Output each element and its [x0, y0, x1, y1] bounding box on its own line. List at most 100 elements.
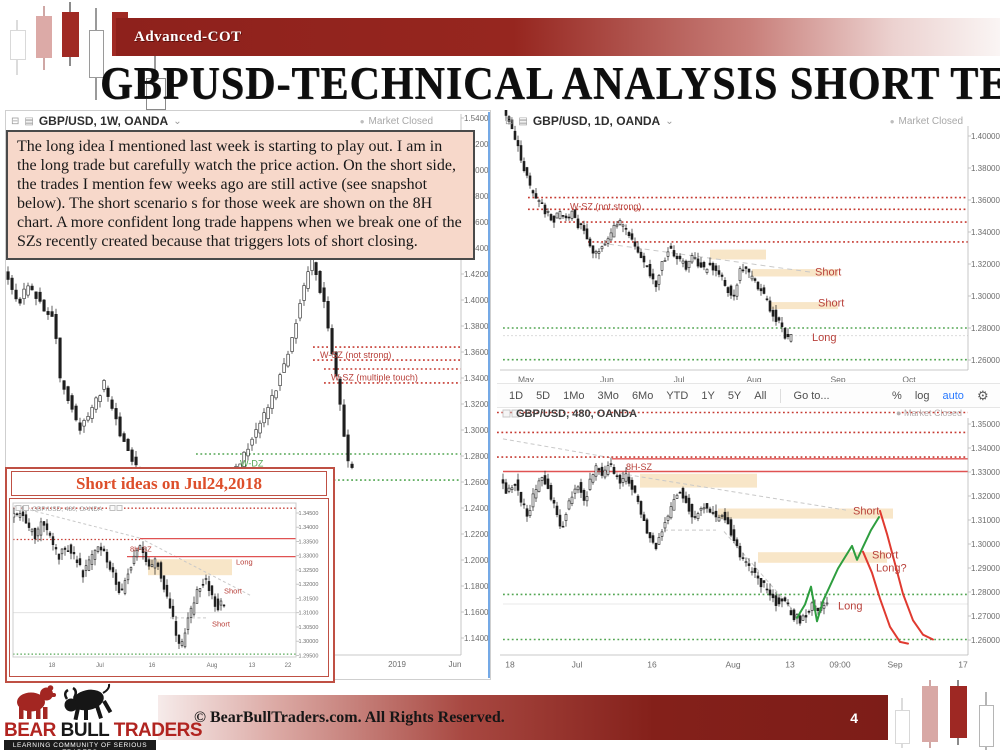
svg-text:1.32500: 1.32500: [299, 568, 319, 574]
header-bar: Advanced-COT: [116, 18, 1000, 56]
svg-text:1.32000: 1.32000: [299, 582, 319, 588]
chart-style-icon[interactable]: ▤: [518, 115, 528, 127]
svg-text:1.26000: 1.26000: [971, 636, 1000, 645]
svg-text:1.1800: 1.1800: [464, 582, 489, 591]
svg-text:1.2600: 1.2600: [464, 478, 489, 487]
svg-text:1.4800: 1.4800: [464, 192, 489, 201]
analysis-note-box: The long idea I mentioned last week is s…: [6, 130, 475, 260]
svg-text:Jul: Jul: [674, 375, 685, 383]
page-title: GBPUSD-TECHNICAL ANALYSIS SHORT TERM: [100, 58, 1000, 110]
svg-text:1.40000: 1.40000: [971, 132, 1000, 141]
svg-text:1.3000: 1.3000: [464, 426, 489, 435]
svg-text:1.2800: 1.2800: [464, 452, 489, 461]
svg-text:1.28000: 1.28000: [971, 324, 1000, 333]
panel-divider: [488, 112, 490, 678]
svg-text:09:00: 09:00: [829, 660, 851, 670]
tb-range-5y[interactable]: 5Y: [727, 389, 742, 402]
status-dot-icon: ●: [889, 117, 895, 126]
symbol-label[interactable]: GBP/USD, 1W, OANDA: [38, 114, 169, 128]
svg-text:1.30000: 1.30000: [971, 540, 1000, 549]
tb-range-6mo[interactable]: 6Mo: [631, 389, 654, 402]
svg-text:1.33000: 1.33000: [299, 554, 319, 560]
svg-text:1.3400: 1.3400: [464, 374, 489, 383]
deco-candle: [922, 686, 938, 742]
svg-text:1.5400: 1.5400: [464, 114, 489, 123]
svg-text:1.34000: 1.34000: [299, 525, 319, 531]
svg-text:1.31000: 1.31000: [971, 516, 1000, 525]
svg-text:1.2400: 1.2400: [464, 504, 489, 513]
svg-text:Aug: Aug: [725, 660, 740, 670]
daily-chart-canvas[interactable]: 1.40000 1.38000 1.36000 1.34000 1.32000 1.300…: [497, 110, 1000, 382]
svg-text:1.35000: 1.35000: [971, 420, 1000, 429]
tb-range-1mo[interactable]: 1Mo: [563, 389, 585, 402]
snapshot-chart-frame: [9, 498, 329, 677]
tb-range-1d[interactable]: 1D: [509, 389, 524, 402]
gear-icon[interactable]: ⚙: [976, 387, 989, 403]
svg-text:Long: Long: [236, 557, 253, 566]
svg-text:16: 16: [647, 660, 657, 670]
deco-candle: [146, 78, 166, 110]
deco-candle: [62, 12, 79, 57]
svg-text:1.34000: 1.34000: [971, 228, 1000, 237]
chevron-down-icon[interactable]: ⌄: [665, 115, 674, 127]
svg-text:Aug: Aug: [207, 663, 218, 669]
svg-text:1.2000: 1.2000: [464, 556, 489, 565]
collapse-icon[interactable]: ⊟: [505, 115, 514, 127]
svg-text:1.29000: 1.29000: [971, 564, 1000, 573]
svg-text:17: 17: [958, 660, 968, 670]
tb-log[interactable]: log: [914, 389, 930, 402]
svg-text:1.2200: 1.2200: [464, 530, 489, 539]
svg-text:1.34000: 1.34000: [971, 444, 1000, 453]
tb-range-all[interactable]: All: [754, 389, 767, 402]
svg-text:1.30000: 1.30000: [971, 292, 1000, 301]
tb-range-5d[interactable]: 5D: [536, 389, 551, 402]
svg-text:● Market Closed: ● Market Closed: [896, 408, 962, 418]
svg-text:2019: 2019: [388, 660, 406, 669]
brand-tagline: LEARNING COMMUNITY OF SERIOUS TRADERS: [4, 740, 156, 750]
svg-text:Short: Short: [224, 587, 243, 596]
svg-text:1.26000: 1.26000: [971, 356, 1000, 365]
bull-icon: [64, 683, 113, 720]
svg-text:Jun: Jun: [600, 375, 614, 383]
tb-range-3mo[interactable]: 3Mo: [597, 389, 619, 402]
svg-text:1.5200: 1.5200: [464, 140, 489, 149]
svg-text:1.5000: 1.5000: [464, 166, 489, 175]
svg-text:1.33500: 1.33500: [299, 539, 319, 545]
svg-text:Jul: Jul: [96, 663, 104, 669]
svg-text:1.3600: 1.3600: [464, 348, 489, 357]
tb-range-ytd[interactable]: YTD: [666, 389, 689, 402]
chart-header-daily[interactable]: ⊟ ▤ GBP/USD, 1D, OANDA ⌄: [505, 114, 674, 128]
svg-text:Sep: Sep: [887, 660, 902, 670]
svg-text:Short: Short: [853, 506, 879, 518]
tb-range-1y[interactable]: 1Y: [701, 389, 715, 402]
svg-text:Long: Long: [812, 332, 836, 344]
snapshot-title: Short ideas on Jul24,2018: [11, 471, 327, 496]
toolbar-divider: [779, 388, 781, 403]
svg-text:1.34500: 1.34500: [299, 511, 319, 517]
status-dot-icon: ●: [359, 117, 365, 126]
symbol-label[interactable]: GBP/USD, 1D, OANDA: [532, 114, 661, 128]
tb-percent[interactable]: %: [892, 389, 902, 402]
collapse-icon[interactable]: ⊟: [11, 115, 20, 127]
deco-candle: [950, 686, 967, 738]
chevron-down-icon[interactable]: ⌄: [173, 115, 182, 127]
svg-text:1.33000: 1.33000: [971, 468, 1000, 477]
page-number: 4: [850, 709, 858, 726]
svg-text:1.28000: 1.28000: [971, 588, 1000, 597]
svg-text:Sep: Sep: [830, 375, 845, 383]
svg-text:1.31500: 1.31500: [299, 596, 319, 602]
tb-auto[interactable]: auto: [942, 389, 964, 402]
snapshot-chart-canvas: 1.34500 1.34000 1.33500 1.33000 1.32500 1.320…: [12, 502, 319, 669]
h480-chart-canvas[interactable]: 1.35000 1.34000 1.33000 1.32000 1.31000 1.300…: [497, 407, 1000, 680]
chart-header-weekly[interactable]: ⊟ ▤ GBP/USD, 1W, OANDA ⌄: [11, 114, 182, 128]
svg-text:18: 18: [49, 663, 56, 669]
svg-text:May: May: [518, 375, 535, 383]
chart-style-icon[interactable]: ▤: [24, 115, 34, 127]
tb-goto[interactable]: Go to...: [793, 389, 830, 402]
svg-text:1.4600: 1.4600: [464, 218, 489, 227]
svg-text:1.30500: 1.30500: [299, 625, 319, 631]
svg-text:Long: Long: [838, 600, 862, 612]
deco-candle: [10, 30, 26, 60]
svg-text:1.29500: 1.29500: [299, 653, 319, 659]
